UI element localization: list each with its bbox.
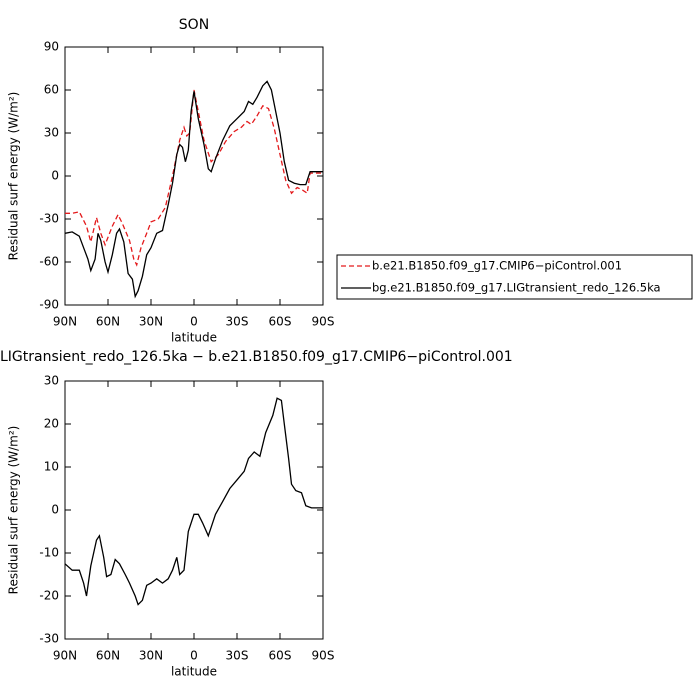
data-line: [65, 89, 323, 267]
y-tick-label: -60: [39, 255, 59, 269]
x-tick-label: 30N: [139, 315, 163, 329]
legend-frame: [336, 254, 693, 300]
chart-title: LIGtransient_redo_126.5ka − b.e21.B1850.…: [0, 349, 513, 365]
x-tick-label: 90N: [53, 649, 77, 663]
x-tick-label: 30S: [226, 649, 249, 663]
x-tick-label: 60N: [96, 315, 120, 329]
x-tick-label: 90N: [53, 315, 77, 329]
y-tick-label: 30: [44, 126, 59, 140]
y-tick-label: 20: [44, 417, 59, 431]
x-tick-label: 90S: [312, 649, 335, 663]
x-tick-label: 60S: [269, 649, 292, 663]
y-tick-label: -10: [39, 546, 59, 560]
x-axis-label: latitude: [171, 331, 217, 345]
y-axis-label: Residual surf energy (W/m²): [7, 92, 21, 261]
x-tick-label: 0: [190, 315, 198, 329]
x-axis-label: latitude: [171, 665, 217, 679]
x-tick-label: 60N: [96, 649, 120, 663]
y-tick-label: -30: [39, 632, 59, 646]
x-tick-label: 90S: [312, 315, 335, 329]
x-tick-label: 30N: [139, 649, 163, 663]
legend-label: b.e21.B1850.f09_g17.CMIP6−piControl.001: [372, 259, 622, 273]
x-tick-label: 60S: [269, 315, 292, 329]
x-tick-label: 0: [190, 649, 198, 663]
y-tick-label: 60: [44, 83, 59, 97]
x-tick-label: 30S: [226, 315, 249, 329]
y-tick-label: 10: [44, 460, 59, 474]
y-tick-label: 90: [44, 40, 59, 54]
y-axis-label: Residual surf energy (W/m²): [7, 426, 21, 595]
plot-frame: [64, 46, 324, 306]
data-line: [64, 397, 323, 606]
y-tick-label: 0: [51, 169, 59, 183]
y-tick-label: -30: [39, 212, 59, 226]
y-tick-label: 30: [44, 374, 59, 388]
y-tick-label: -20: [39, 589, 59, 603]
data-line: [64, 80, 323, 299]
legend-label: bg.e21.B1850.f09_g17.LIGtransient_redo_1…: [372, 281, 661, 295]
y-tick-label: 0: [51, 503, 59, 517]
y-tick-label: -90: [39, 298, 59, 312]
chart-title: SON: [179, 17, 209, 33]
